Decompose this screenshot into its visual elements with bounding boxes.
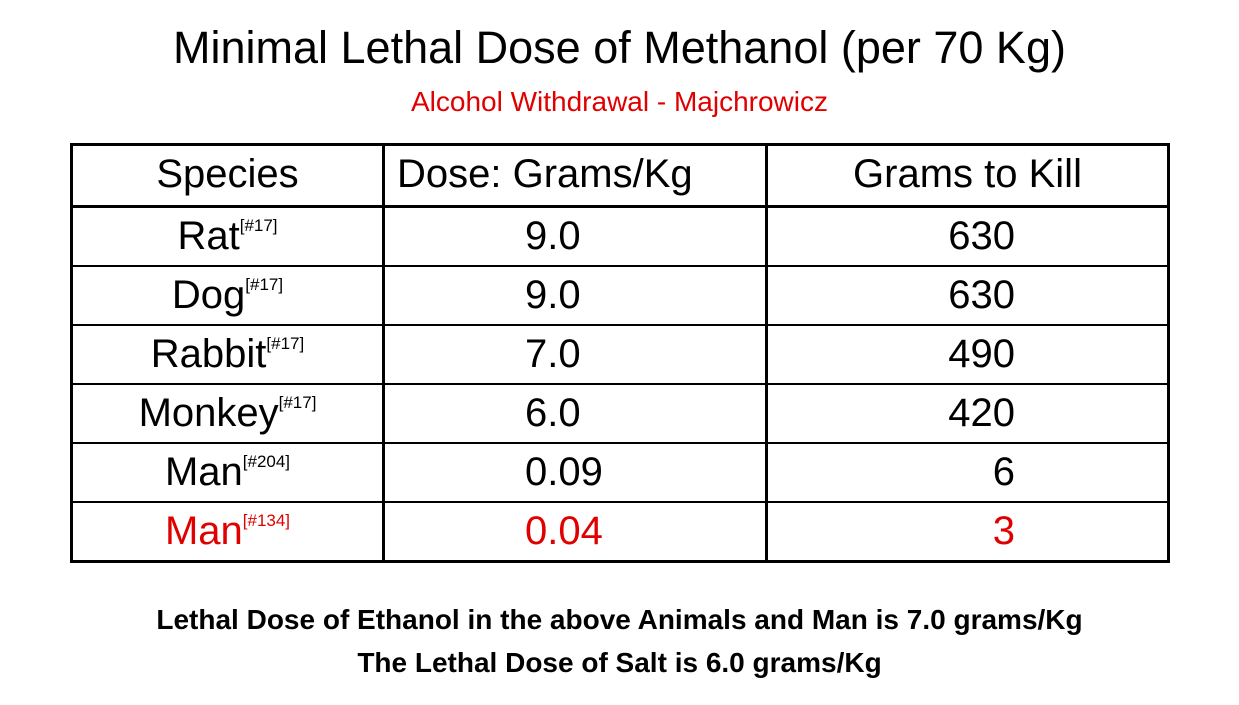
title: Minimal Lethal Dose of Methanol (per 70 …: [173, 22, 1066, 73]
grams-cell: 490: [765, 326, 1167, 383]
species: Monkey: [138, 391, 279, 435]
species-cell: Monkey[#17]: [73, 385, 382, 442]
reference: [#17]: [278, 393, 317, 412]
species-cell: Man[#204]: [73, 444, 382, 501]
header-row: Species Dose: Grams/Kg Grams to Kill: [73, 146, 1167, 206]
dose-cell: 7.0: [382, 326, 765, 383]
dose-cell: 9.0: [382, 208, 765, 265]
reference: [#204]: [242, 452, 291, 471]
dose-cell: 0.04: [382, 503, 765, 560]
species-cell: Rabbit[#17]: [73, 326, 382, 383]
table-row: Rat[#17] 9.0 630: [73, 206, 1167, 265]
species: Man: [164, 509, 243, 553]
reference: [#17]: [245, 275, 284, 294]
column-header: Species: [156, 152, 299, 196]
species-cell: Man[#134]: [73, 503, 382, 560]
species: Rabbit: [150, 332, 267, 376]
table: Species Dose: Grams/Kg Grams to Kill Rat[#1…: [70, 143, 1170, 563]
grams-cell: 630: [765, 267, 1167, 324]
footnote: The Lethal Dose of Salt is 6.0 grams/Kg: [357, 647, 882, 678]
species: Dog: [171, 273, 246, 317]
subtitle: Alcohol Withdrawal - Majchrowicz: [410, 86, 828, 117]
grams-cell: 3: [765, 503, 1167, 560]
footnote: Lethal Dose of Ethanol in the above Anim…: [156, 604, 1083, 635]
species-cell: Rat[#17]: [73, 208, 382, 265]
dose-cell: 9.0: [382, 267, 765, 324]
species: Rat: [177, 214, 240, 258]
grams-cell: 420: [765, 385, 1167, 442]
table-row: Man[#134] 0.04 3: [73, 501, 1167, 560]
table-row: Monkey[#17] 6.0 420: [73, 383, 1167, 442]
species: Man: [164, 450, 243, 494]
grams-cell: 630: [765, 208, 1167, 265]
column-header: Grams to Kill: [765, 146, 1167, 205]
grams-cell: 6: [765, 444, 1167, 501]
reference: [#134]: [242, 511, 291, 530]
dose-cell: 0.09: [382, 444, 765, 501]
table-row: Dog[#17] 9.0 630: [73, 265, 1167, 324]
reference: [#17]: [266, 334, 305, 353]
table-row: Rabbit[#17] 7.0 490: [73, 324, 1167, 383]
table-row: Man[#204] 0.09 6: [73, 442, 1167, 501]
dose-cell: 6.0: [382, 385, 765, 442]
reference: [#17]: [239, 216, 278, 235]
column-header: Dose: Grams/Kg: [382, 146, 765, 205]
species-cell: Dog[#17]: [73, 267, 382, 324]
